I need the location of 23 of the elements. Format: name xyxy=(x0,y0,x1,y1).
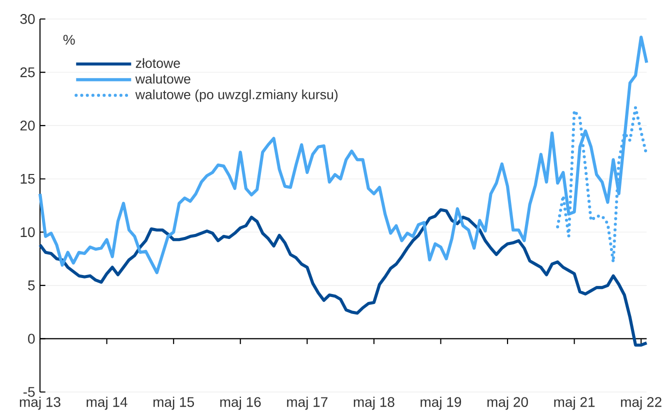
y-tick-label: 20 xyxy=(20,120,35,131)
line-series xyxy=(38,36,648,274)
y-tick-label: 30 xyxy=(20,14,35,24)
y-tick-label: 10 xyxy=(20,227,35,238)
y-tick-label: 5 xyxy=(28,280,35,290)
x-tick-label: maj 20 xyxy=(487,396,528,410)
x-tick-label: maj 21 xyxy=(554,396,595,410)
x-tick-label: maj 22 xyxy=(621,396,662,410)
legend-label: złotowe xyxy=(136,58,180,68)
x-tick-label: maj 13 xyxy=(20,396,60,410)
y-axis-title: % xyxy=(63,34,75,45)
x-tick-label: maj 14 xyxy=(86,396,128,410)
y-tick-label: -5 xyxy=(23,387,35,397)
x-tick-label: maj 17 xyxy=(287,396,328,410)
y-tick-label: 25 xyxy=(20,67,35,78)
x-tick-label: maj 19 xyxy=(420,396,462,410)
x-tick-label: maj 18 xyxy=(354,396,394,410)
legend-label: walutowe (po uwzgl.zmiany kursu) xyxy=(135,89,338,102)
legend-label: walutowe xyxy=(135,74,190,84)
x-tick-label: maj 16 xyxy=(220,396,261,410)
y-tick-label: 15 xyxy=(20,174,35,184)
x-tick-label: maj 15 xyxy=(153,396,194,410)
y-tick-label: 0 xyxy=(28,334,35,344)
